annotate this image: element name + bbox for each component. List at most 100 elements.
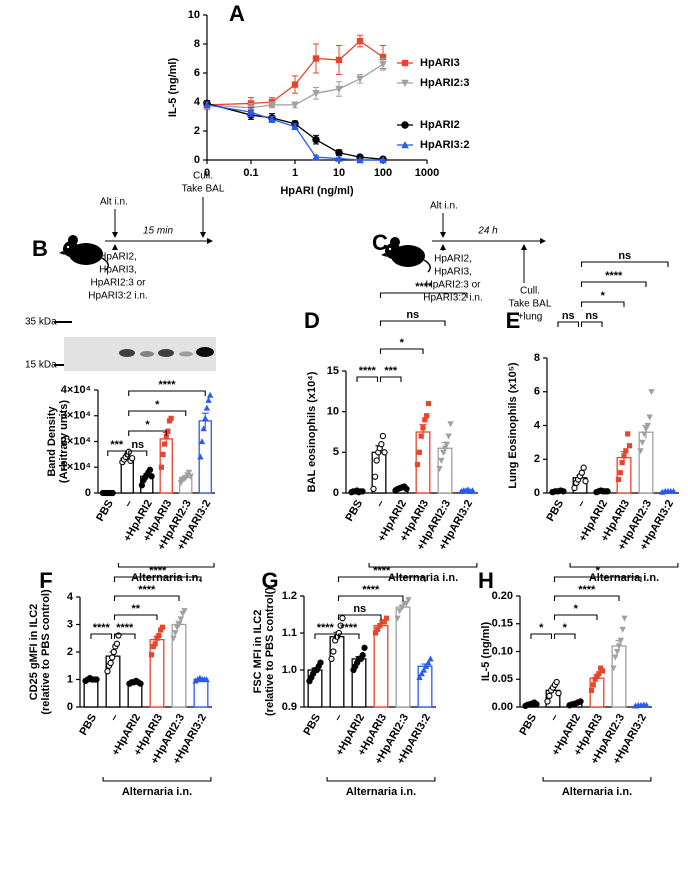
data-point bbox=[605, 489, 610, 494]
schematic-b: B Alt i.n. 15 min Cull. Take BAL HpARI2,… bbox=[32, 171, 225, 302]
y-tick-label: 2 bbox=[534, 453, 540, 465]
panel-letter: H bbox=[478, 568, 494, 593]
significance-bracket bbox=[582, 282, 647, 287]
significance-bracket bbox=[357, 377, 378, 382]
data-point bbox=[162, 441, 167, 446]
data-point bbox=[447, 421, 453, 427]
significance-label: * bbox=[145, 419, 150, 431]
significance-label: ns bbox=[131, 439, 144, 451]
x-axis-label: HpARI (ng/ml) bbox=[280, 185, 354, 197]
y-axis-label: Lung Eosinophils (x10⁵) bbox=[507, 362, 519, 489]
data-point bbox=[578, 699, 583, 704]
data-point bbox=[591, 682, 596, 687]
significance-bracket bbox=[582, 262, 669, 267]
data-point bbox=[205, 397, 211, 403]
significance-bracket bbox=[582, 302, 625, 307]
schematic-start: Alt i.n. bbox=[430, 201, 458, 212]
data-point bbox=[427, 656, 433, 662]
y-tick-label: 0 bbox=[194, 154, 200, 166]
data-point bbox=[445, 433, 451, 439]
data-point bbox=[329, 656, 334, 661]
significance-label: **** bbox=[138, 584, 156, 596]
schematic-duration: 24 h bbox=[477, 226, 498, 237]
legend-marker bbox=[402, 122, 408, 128]
x-tick-label: 0.1 bbox=[243, 167, 258, 179]
x-tick-label: – bbox=[548, 712, 561, 723]
western-blot: 35 kDa 15 kDa bbox=[25, 317, 216, 371]
schematic-end: Cull. bbox=[520, 286, 540, 297]
mouse-icon bbox=[381, 237, 430, 272]
significance-label: **** bbox=[158, 379, 176, 391]
significance-bracket bbox=[582, 322, 603, 327]
y-tick-label: 4 bbox=[67, 591, 74, 603]
schematic-treatment: HpARI3:2 i.n. bbox=[88, 291, 147, 302]
data-point bbox=[417, 450, 422, 455]
significance-bracket bbox=[555, 615, 598, 620]
schematic-treatment: HpARI2, bbox=[99, 252, 137, 263]
series-line bbox=[207, 103, 383, 159]
data-point bbox=[149, 474, 154, 479]
group-bracket bbox=[570, 563, 678, 567]
data-point bbox=[138, 681, 143, 686]
panel-letter: D bbox=[304, 308, 320, 333]
significance-label: **** bbox=[362, 584, 380, 596]
group-label: Alternaria i.n. bbox=[346, 786, 416, 798]
significance-bracket bbox=[558, 322, 579, 327]
legend-label: HpARI2 bbox=[420, 119, 460, 131]
data-point bbox=[292, 81, 298, 87]
y-tick-label: 1 bbox=[67, 673, 73, 685]
x-tick-label: PBS bbox=[517, 712, 539, 738]
significance-bracket bbox=[129, 391, 206, 396]
x-tick-label: – bbox=[374, 498, 387, 509]
data-point bbox=[415, 462, 420, 467]
y-tick-label: 1.1 bbox=[282, 627, 297, 639]
data-point bbox=[600, 668, 605, 673]
y-tick-label: 0 bbox=[333, 487, 339, 499]
data-point bbox=[130, 456, 135, 461]
significance-label: **** bbox=[578, 584, 596, 596]
blot-marker-label: 15 kDa bbox=[25, 360, 57, 371]
x-tick-label: – bbox=[332, 712, 345, 723]
series-line bbox=[207, 105, 383, 160]
series-line bbox=[207, 41, 383, 105]
bar bbox=[330, 637, 344, 707]
schematic-start: Alt i.n. bbox=[100, 197, 128, 208]
bar bbox=[150, 640, 164, 707]
significance-label: **** bbox=[359, 365, 377, 377]
data-point bbox=[545, 699, 550, 704]
data-point bbox=[202, 415, 208, 421]
group-label: Alternaria i.n. bbox=[122, 786, 192, 798]
data-point bbox=[204, 405, 210, 411]
legend-label: HpARI2:3 bbox=[420, 77, 470, 89]
data-point bbox=[94, 677, 99, 682]
data-point bbox=[420, 425, 425, 430]
data-point bbox=[160, 452, 165, 457]
data-point bbox=[379, 442, 384, 447]
y-tick-label: 0.15 bbox=[492, 618, 513, 630]
significance-label: * bbox=[400, 337, 405, 349]
schematic-treatment: HpARI3:2 i.n. bbox=[423, 293, 482, 304]
significance-label: *** bbox=[110, 439, 124, 451]
y-tick-label: 0 bbox=[534, 487, 540, 499]
data-point bbox=[547, 693, 552, 698]
y-tick-label: 4×10⁴ bbox=[61, 384, 91, 396]
y-tick-label: 15 bbox=[327, 365, 339, 377]
x-tick-label: PBS bbox=[94, 498, 116, 524]
legend-label: HpARI3 bbox=[420, 57, 460, 69]
significance-label: ** bbox=[131, 603, 140, 615]
y-tick-label: 0.10 bbox=[492, 645, 513, 657]
significance-label: * bbox=[596, 565, 601, 577]
x-tick-label: 1 bbox=[292, 167, 298, 179]
significance-label: **** bbox=[116, 622, 134, 634]
x-tick-label: – bbox=[575, 498, 588, 509]
legend-label: HpARI3:2 bbox=[420, 139, 470, 151]
y-tick-label: 4 bbox=[194, 96, 201, 108]
data-point bbox=[336, 57, 342, 63]
bar bbox=[194, 680, 208, 708]
y-tick-label: 3 bbox=[67, 618, 73, 630]
panel-letter: F bbox=[39, 568, 52, 593]
data-point bbox=[356, 76, 364, 83]
data-point bbox=[556, 691, 561, 696]
data-point bbox=[379, 61, 387, 68]
data-point bbox=[169, 416, 174, 421]
